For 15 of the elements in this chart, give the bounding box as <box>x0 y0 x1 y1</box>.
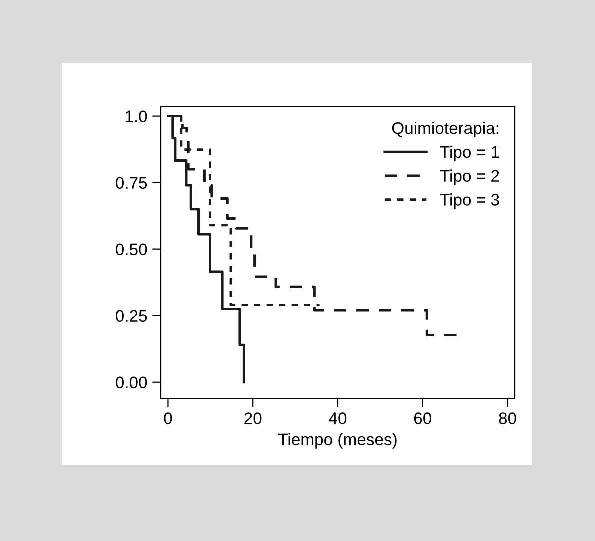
legend-label: Tipo = 3 <box>440 194 500 210</box>
y-tick-label: 0.25 <box>116 310 148 322</box>
legend-label: Tipo = 2 <box>440 170 500 186</box>
y-tick-label: 0.50 <box>116 244 148 256</box>
x-tick-label: 20 <box>244 412 262 424</box>
y-tick-label: 1.0 <box>126 110 148 123</box>
x-tick-label: 60 <box>414 412 432 424</box>
legend-title: Quimioterapia: <box>392 122 498 138</box>
x-tick-label: 40 <box>329 412 347 424</box>
x-tick-label: 0 <box>164 412 172 424</box>
legend-label: Tipo = 1 <box>440 146 500 162</box>
y-tick-label: 0.00 <box>116 376 148 389</box>
x-axis-title: Tiempo (meses) <box>278 433 397 449</box>
y-tick-label: 0.75 <box>116 177 148 190</box>
x-tick-label: 80 <box>499 412 516 424</box>
